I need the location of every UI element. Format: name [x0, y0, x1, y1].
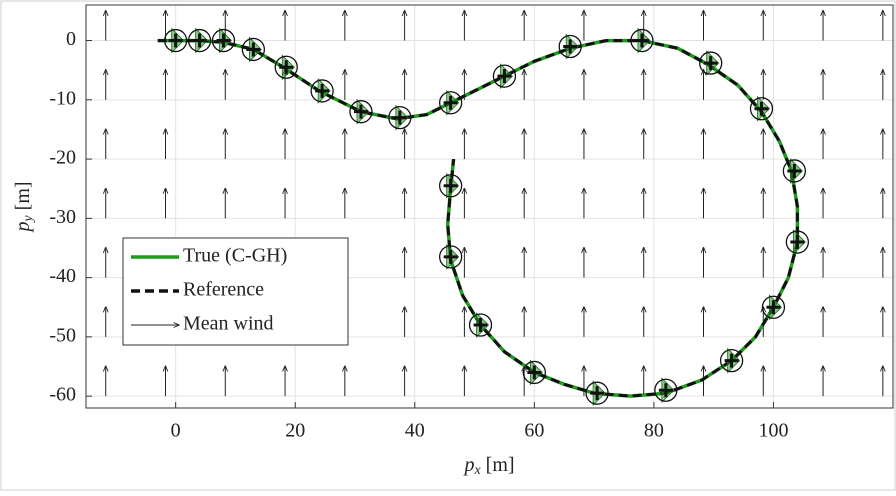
marker-circle	[438, 91, 463, 115]
plot-area	[85, 4, 894, 409]
legend-label: True (C-GH)	[183, 245, 287, 267]
marker-plus	[634, 33, 649, 48]
marker-plus	[766, 300, 781, 315]
marker-circle	[164, 28, 188, 53]
marker-circle	[388, 105, 412, 130]
marker-plus	[790, 235, 805, 250]
x-tick-label: 20	[285, 420, 305, 442]
x-tick-label: 0	[171, 420, 181, 442]
y-tick-label: -20	[49, 147, 76, 169]
marker-plus	[658, 383, 673, 398]
marker-plus	[168, 33, 183, 48]
marker-circle	[310, 79, 334, 103]
marker-circle	[468, 313, 493, 337]
marker-circle	[699, 51, 723, 75]
marker-circle	[241, 37, 266, 62]
marker-circle	[654, 378, 678, 402]
marker-plus	[216, 33, 231, 48]
axis-label-part: y	[21, 215, 36, 224]
x-tick-label: 60	[524, 420, 544, 442]
marker-circle	[782, 159, 807, 183]
marker-circle	[438, 174, 463, 198]
marker-plus	[392, 110, 407, 125]
marker-plus	[473, 318, 488, 333]
axis-label: py [m]	[12, 181, 37, 233]
x-tick-label: 100	[758, 420, 788, 442]
marker-plus	[527, 365, 542, 380]
marker-circle	[522, 360, 546, 385]
marker-plus	[590, 386, 605, 401]
marker-plus	[443, 178, 458, 193]
marker-circle	[211, 28, 236, 53]
x-tick-label: 40	[405, 420, 425, 442]
axis-label-part: [m]	[12, 181, 34, 215]
legend-label: Reference	[183, 279, 264, 301]
axis-label-part: [m]	[481, 454, 515, 476]
y-tick-label: -10	[49, 87, 76, 109]
marker-plus	[443, 95, 458, 110]
marker-plus	[315, 83, 330, 98]
marker-circle	[785, 230, 810, 254]
marker-circle	[585, 381, 609, 405]
marker-plus	[787, 163, 802, 178]
marker-circle	[187, 28, 212, 53]
marker-plus	[279, 60, 294, 75]
y-tick-label: -40	[49, 265, 76, 287]
marker-circle	[274, 55, 298, 79]
marker-circle	[438, 245, 463, 269]
marker-circle	[492, 64, 517, 88]
marker-plus	[754, 101, 769, 116]
axis-label: px [m]	[462, 454, 514, 479]
marker-plus	[724, 353, 739, 368]
x-tick-label: 80	[644, 420, 664, 442]
axis-label-part: x	[473, 463, 481, 478]
y-tick-label: 0	[66, 28, 76, 50]
y-tick-label: -50	[49, 324, 76, 346]
marker-circle	[558, 34, 582, 59]
marker-plus	[192, 33, 207, 48]
marker-plus	[353, 104, 368, 119]
axis-label-part: p	[12, 222, 34, 234]
y-tick-label: -60	[49, 384, 76, 406]
legend-label: Mean wind	[183, 313, 274, 335]
marker-circle	[719, 348, 744, 373]
marker-circle	[761, 295, 786, 319]
trajectory-line	[157, 39, 799, 398]
marker-plus	[563, 39, 578, 54]
marker-circle	[349, 100, 373, 124]
marker-plus	[246, 42, 261, 57]
marker-circle	[749, 97, 774, 121]
axis-label-part: p	[462, 454, 474, 476]
y-tick-label: -30	[49, 206, 76, 228]
marker-plus	[703, 56, 718, 71]
marker-plus	[443, 249, 458, 264]
marker-circle	[630, 28, 654, 53]
marker-plus	[497, 69, 512, 84]
